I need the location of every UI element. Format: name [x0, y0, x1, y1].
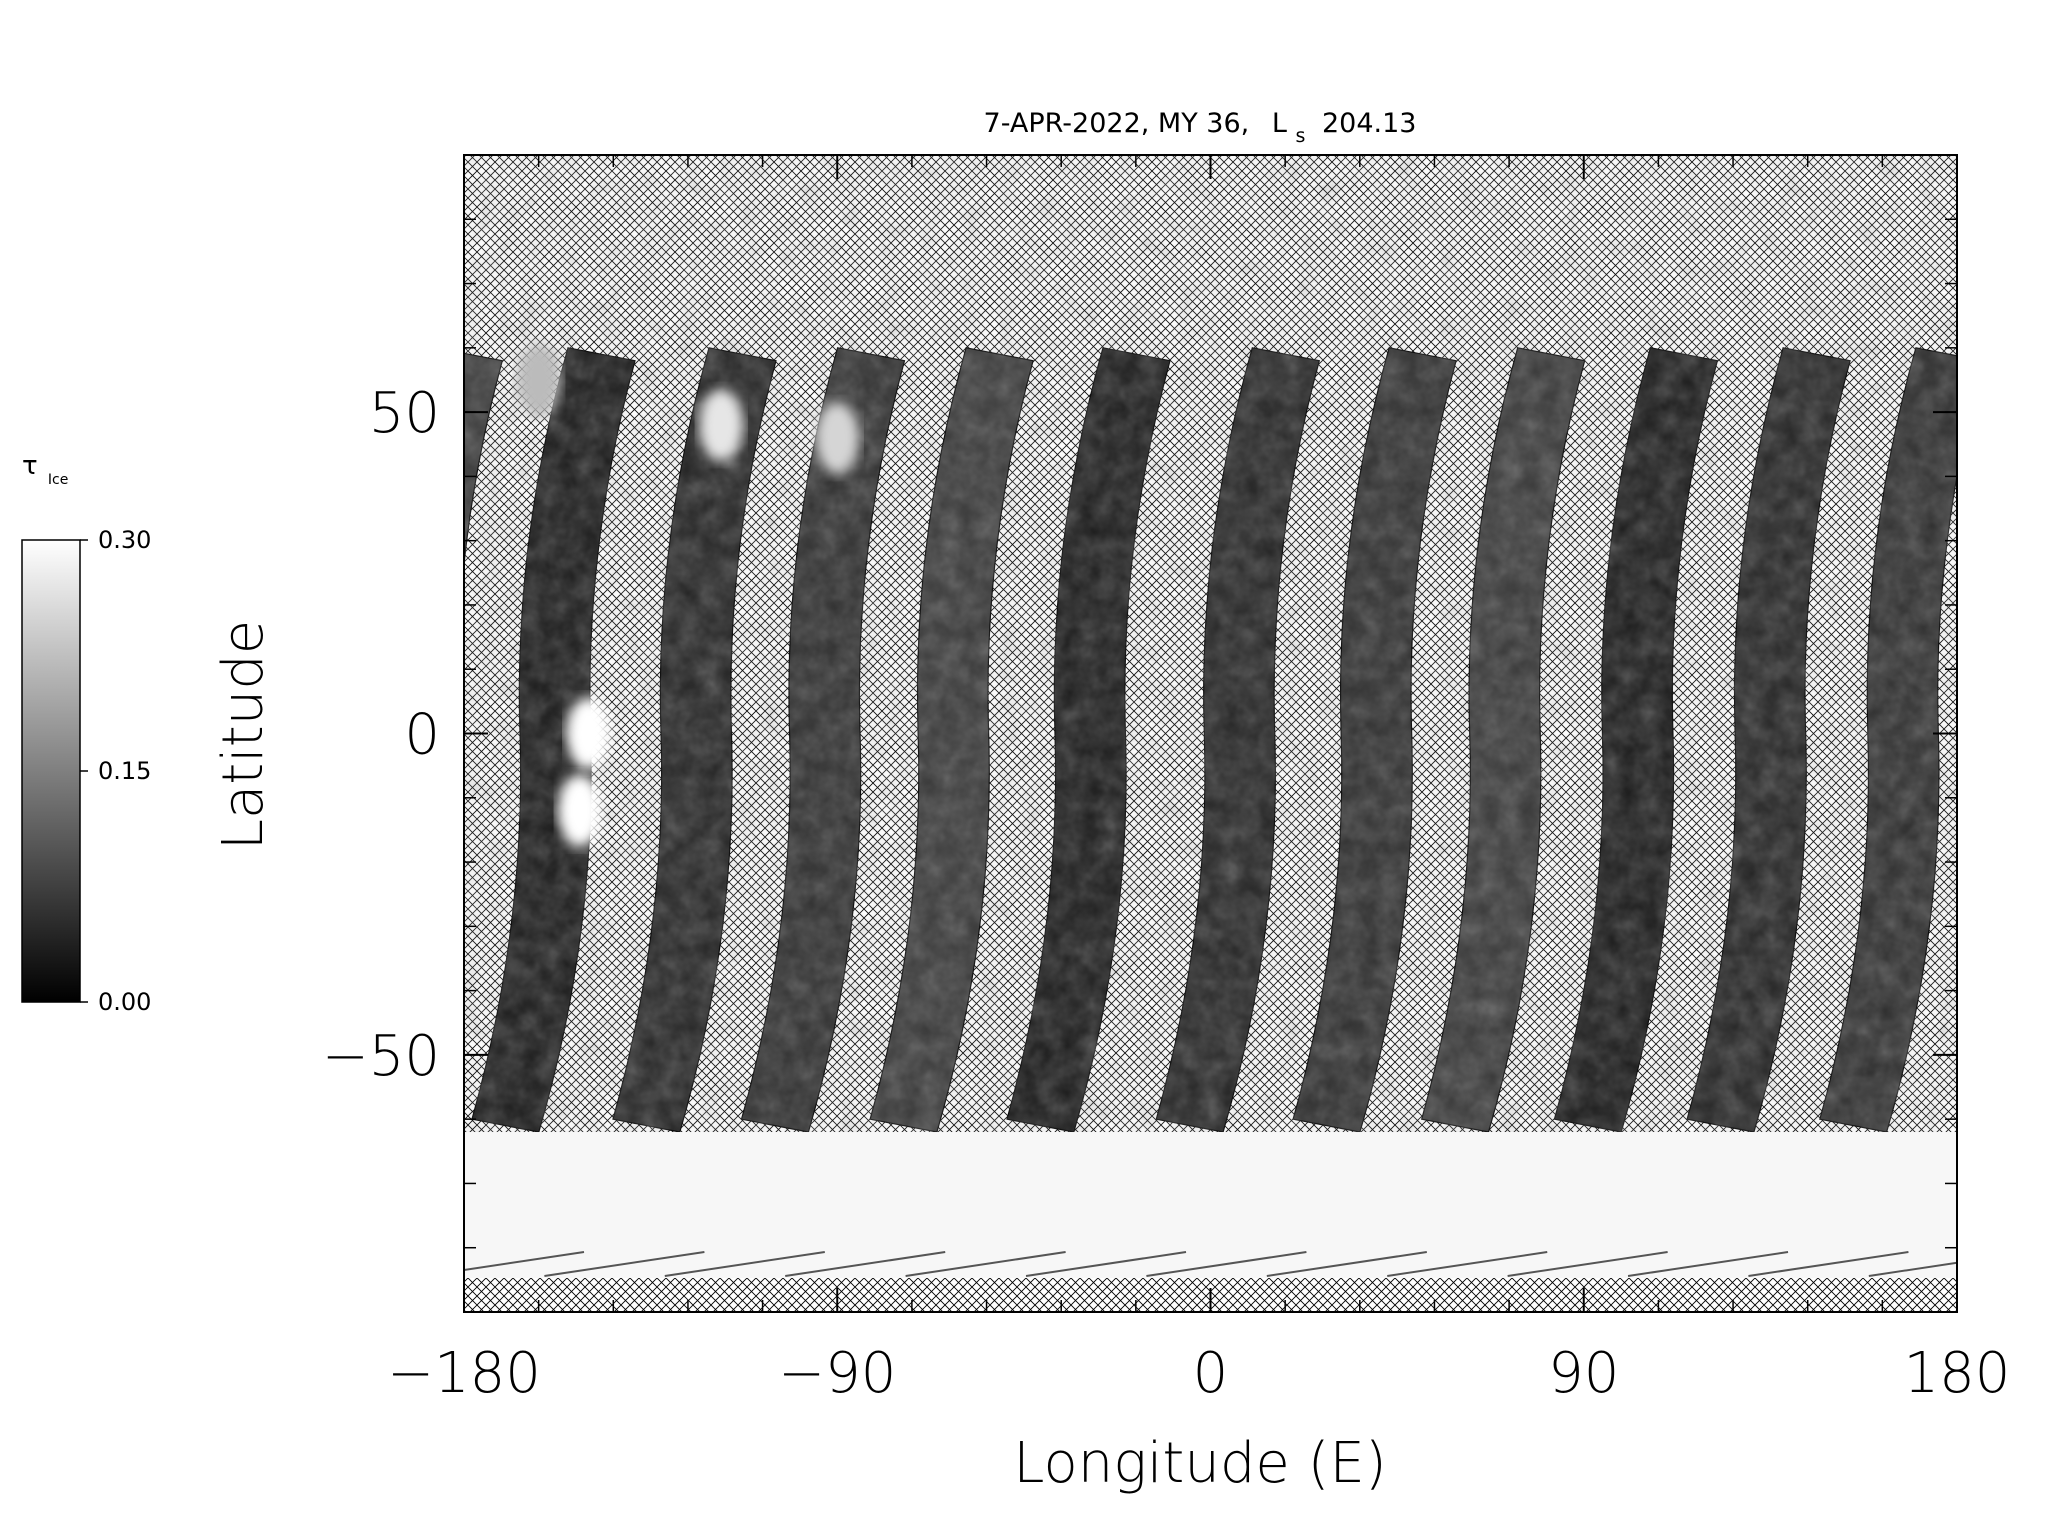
- colorbar-gradient: [21, 539, 81, 1003]
- cap-streak: [464, 1251, 585, 1272]
- cap-streak: [1266, 1251, 1427, 1277]
- x-tick-label: 180: [1904, 1341, 2011, 1406]
- title-ls-subscript: s: [1295, 125, 1305, 147]
- map-area: [464, 155, 1957, 1312]
- ice-highlight: [815, 401, 860, 474]
- colorbar-tick-label: 0.30: [98, 526, 151, 554]
- ice-highlight: [566, 697, 611, 770]
- y-tick-label: 50: [369, 381, 440, 446]
- texture-overlay: [464, 155, 1957, 1312]
- colorbar-symbol: τ: [22, 451, 38, 481]
- title-ls-value: 204.13: [1322, 108, 1416, 139]
- cap-streak: [1507, 1251, 1668, 1277]
- cap-streak: [785, 1251, 946, 1277]
- title-main: 7-APR-2022, MY 36,: [984, 108, 1250, 139]
- y-axis-label: Latitude: [211, 620, 276, 850]
- colorbar-tick-label: 0.00: [98, 988, 151, 1016]
- cap-streak: [905, 1251, 1066, 1277]
- x-tick-label: −180: [387, 1341, 541, 1406]
- title-ls-symbol: L: [1272, 108, 1287, 139]
- y-axis-ticks: −50 0 50: [322, 154, 1957, 1313]
- x-tick-label: 90: [1548, 1341, 1619, 1406]
- ice-cloud-highlights: [516, 343, 860, 847]
- cap-streak: [1868, 1261, 1957, 1277]
- cap-streak: [544, 1251, 705, 1277]
- colorbar-subscript: Ice: [48, 472, 68, 488]
- colorbar: τ Ice 0.00 0.15 0.30: [21, 451, 151, 1016]
- colorbar-ticks: 0.00 0.15 0.30: [80, 526, 151, 1016]
- chart-title: 7-APR-2022, MY 36, L s 204.13: [984, 108, 1417, 149]
- x-axis-label: Longitude (E): [1013, 1431, 1386, 1496]
- colorbar-tick-label: 0.15: [98, 757, 151, 785]
- orbit-swath: [1955, 1115, 1957, 1120]
- polar-cap-fill: [464, 1132, 1957, 1278]
- x-axis-ticks: −180 −90 0 90 180: [387, 155, 2010, 1406]
- x-tick-label: 0: [1193, 1341, 1229, 1406]
- cap-streak: [664, 1251, 825, 1277]
- cap-streak: [1025, 1251, 1187, 1277]
- colorbar-title: τ Ice: [22, 451, 68, 488]
- cap-streak: [1627, 1251, 1789, 1277]
- cap-streak: [1387, 1251, 1548, 1277]
- ice-highlight: [699, 388, 744, 461]
- ice-highlight: [558, 774, 603, 847]
- y-tick-label: 0: [404, 703, 440, 768]
- south-polar-cap: [464, 1132, 1957, 1312]
- y-tick-label: −50: [322, 1024, 440, 1089]
- x-tick-label: −90: [778, 1341, 896, 1406]
- ice-highlight: [516, 343, 561, 416]
- cap-streak: [1748, 1251, 1909, 1277]
- cap-streak: [1146, 1251, 1307, 1277]
